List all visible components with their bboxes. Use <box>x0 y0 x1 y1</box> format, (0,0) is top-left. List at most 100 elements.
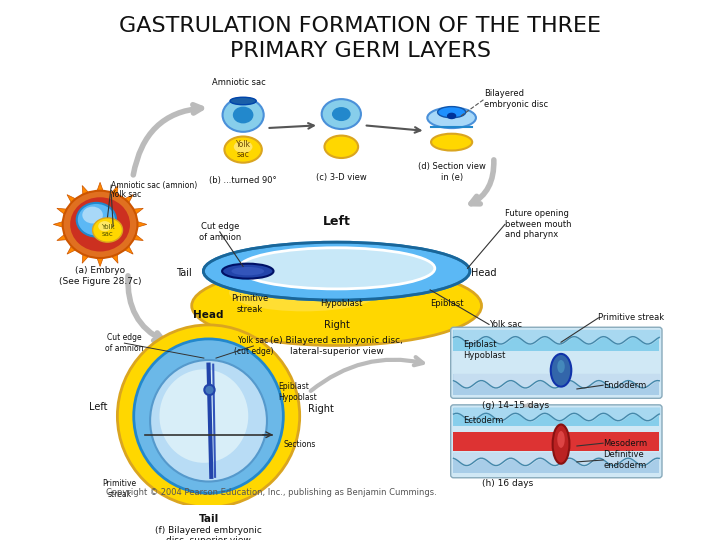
Ellipse shape <box>238 248 435 289</box>
Text: Endoderm: Endoderm <box>603 381 647 390</box>
Polygon shape <box>82 186 94 202</box>
Ellipse shape <box>233 106 253 124</box>
Ellipse shape <box>204 384 215 395</box>
Polygon shape <box>117 239 133 254</box>
Ellipse shape <box>322 99 361 129</box>
Ellipse shape <box>134 339 284 493</box>
Ellipse shape <box>159 369 248 463</box>
Ellipse shape <box>222 264 274 279</box>
FancyBboxPatch shape <box>451 327 662 399</box>
Text: Yolk sac: Yolk sac <box>489 320 522 329</box>
Text: (h) 16 days: (h) 16 days <box>482 479 533 488</box>
Text: Yolk sac: Yolk sac <box>112 190 142 199</box>
Ellipse shape <box>551 354 571 387</box>
Text: Epiblast: Epiblast <box>279 382 310 390</box>
Text: Future opening
between mouth
and pharynx: Future opening between mouth and pharynx <box>505 210 572 239</box>
Text: Right: Right <box>307 403 333 414</box>
Ellipse shape <box>427 107 476 128</box>
Text: Primitive
streak: Primitive streak <box>231 294 269 314</box>
Polygon shape <box>130 219 147 230</box>
Ellipse shape <box>229 274 379 312</box>
FancyBboxPatch shape <box>454 330 660 350</box>
Text: Left: Left <box>323 215 351 228</box>
Text: Definitive
endoderm: Definitive endoderm <box>603 450 647 470</box>
Text: PRIMARY GERM LAYERS: PRIMARY GERM LAYERS <box>230 42 490 62</box>
Ellipse shape <box>231 267 264 275</box>
Text: Yolk
sac: Yolk sac <box>101 224 114 237</box>
Polygon shape <box>94 183 106 199</box>
Ellipse shape <box>438 106 466 118</box>
Text: (f) Bilayered embryonic
disc, superior view: (f) Bilayered embryonic disc, superior v… <box>155 526 262 540</box>
Ellipse shape <box>82 207 103 224</box>
Ellipse shape <box>325 136 358 158</box>
Text: Head: Head <box>471 268 496 278</box>
Text: Cut edge
of amnion: Cut edge of amnion <box>105 333 143 353</box>
Text: Mesoderm: Mesoderm <box>603 438 647 448</box>
FancyBboxPatch shape <box>454 432 660 451</box>
Ellipse shape <box>447 113 456 119</box>
Text: Hypoblast: Hypoblast <box>463 351 505 360</box>
FancyBboxPatch shape <box>451 405 662 478</box>
Polygon shape <box>53 219 71 230</box>
Ellipse shape <box>117 325 300 507</box>
Ellipse shape <box>150 360 267 482</box>
Text: Copyright © 2004 Pearson Education, Inc., publishing as Benjamin Cummings.: Copyright © 2004 Pearson Education, Inc.… <box>106 488 436 497</box>
Text: Cut edge
of amnion: Cut edge of amnion <box>199 222 241 241</box>
Ellipse shape <box>234 141 253 153</box>
Ellipse shape <box>230 97 256 105</box>
Text: (c) 3-D view: (c) 3-D view <box>316 173 366 182</box>
Text: Hypoblast: Hypoblast <box>320 299 362 308</box>
Polygon shape <box>67 239 84 254</box>
Ellipse shape <box>70 197 130 252</box>
Polygon shape <box>57 208 75 219</box>
Text: Hypoblast: Hypoblast <box>279 393 318 402</box>
Text: Epiblast: Epiblast <box>430 299 464 308</box>
Ellipse shape <box>332 107 351 121</box>
Text: (e) Bilayered embryonic disc,
lateral-superior view: (e) Bilayered embryonic disc, lateral-su… <box>270 336 403 356</box>
FancyBboxPatch shape <box>454 408 660 427</box>
Text: (d) Section view
in (e): (d) Section view in (e) <box>418 163 485 182</box>
Text: Tail: Tail <box>176 268 192 278</box>
Polygon shape <box>106 186 118 202</box>
Ellipse shape <box>225 137 262 163</box>
Ellipse shape <box>192 266 482 346</box>
Polygon shape <box>94 250 106 266</box>
Text: Amniotic sac: Amniotic sac <box>212 78 266 87</box>
Ellipse shape <box>222 98 264 132</box>
Text: Left: Left <box>89 402 107 411</box>
Polygon shape <box>117 194 133 210</box>
Text: GASTRULATION FORMATION OF THE THREE: GASTRULATION FORMATION OF THE THREE <box>119 16 601 36</box>
Ellipse shape <box>553 424 570 464</box>
Text: Head: Head <box>193 310 224 320</box>
Text: Amniotic sac (amnion): Amniotic sac (amnion) <box>112 180 197 190</box>
Text: (a) Embryo
(See Figure 28.7c): (a) Embryo (See Figure 28.7c) <box>59 266 141 286</box>
Ellipse shape <box>98 221 112 232</box>
Ellipse shape <box>431 134 472 151</box>
Ellipse shape <box>93 218 122 242</box>
Text: Yolk sac
(cut edge): Yolk sac (cut edge) <box>234 336 273 356</box>
FancyBboxPatch shape <box>454 374 660 395</box>
Text: Primitive
streak: Primitive streak <box>103 480 137 499</box>
Polygon shape <box>106 246 118 264</box>
Text: Epiblast: Epiblast <box>463 340 496 349</box>
Ellipse shape <box>557 431 564 448</box>
Polygon shape <box>125 230 143 240</box>
Ellipse shape <box>557 360 564 373</box>
Polygon shape <box>125 208 143 219</box>
Text: (b) ...turned 90°: (b) ...turned 90° <box>210 176 277 185</box>
Text: Bilayered
embryonic disc: Bilayered embryonic disc <box>485 90 549 109</box>
Polygon shape <box>82 246 94 264</box>
FancyBboxPatch shape <box>454 453 660 473</box>
Text: Ectoderm: Ectoderm <box>463 416 503 425</box>
Text: Tail: Tail <box>199 514 219 524</box>
Text: Primitive streak: Primitive streak <box>598 313 665 322</box>
Text: Sections: Sections <box>284 440 315 449</box>
Ellipse shape <box>203 242 470 300</box>
Text: Right: Right <box>324 320 350 330</box>
Text: (g) 14–15 days: (g) 14–15 days <box>482 401 549 410</box>
Ellipse shape <box>77 203 116 237</box>
Polygon shape <box>57 230 75 240</box>
Polygon shape <box>67 194 84 210</box>
Text: Yolk
sac: Yolk sac <box>235 140 251 159</box>
Ellipse shape <box>63 191 138 258</box>
